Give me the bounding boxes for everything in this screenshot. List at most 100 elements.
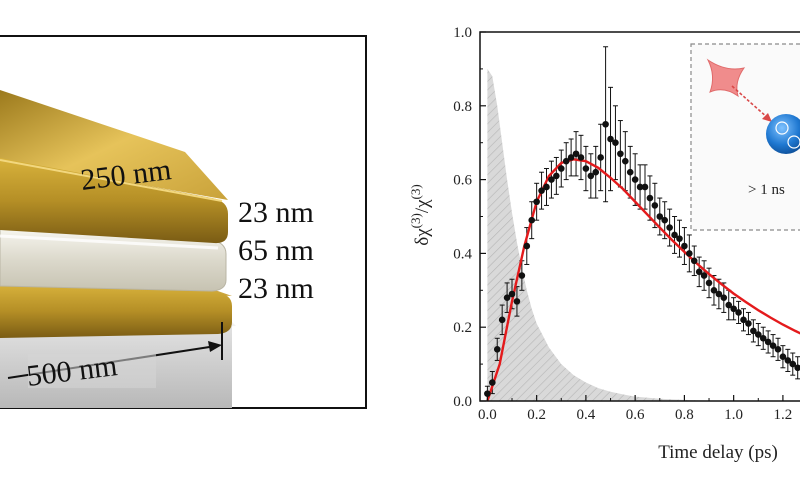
data-point (740, 316, 747, 324)
data-point (498, 316, 506, 324)
laser-pulse-icon (706, 58, 746, 98)
ticks: 0.0 0.2 0.4 0.6 0.8 1.0 1.2 0.0 0.2 0.4 0.6 0.8 1.0 (453, 25, 793, 423)
data-point (557, 165, 565, 172)
y-tick-label: 0.6 (453, 173, 472, 189)
data-point (651, 202, 659, 209)
data-point (577, 154, 585, 161)
data-point (646, 194, 654, 202)
data-point (503, 294, 511, 301)
data-point (518, 272, 526, 279)
data-point (690, 257, 698, 265)
data-point (553, 172, 560, 180)
width-arrow-head (208, 341, 222, 352)
data-point (631, 176, 639, 183)
data-point (671, 231, 678, 239)
data-point (794, 364, 800, 372)
x-tick-label: 1.0 (724, 407, 743, 423)
data-point (489, 379, 496, 386)
y-axis-label: δχ(3)/χ(3) (408, 184, 433, 245)
data-point (750, 327, 757, 335)
data-point (602, 120, 609, 128)
data-point (582, 165, 590, 172)
y-tick-label: 0.2 (453, 320, 472, 336)
width-label-bg (28, 354, 156, 388)
inset-panel: > 1 ns (690, 43, 800, 231)
x-axis-label: Time delay (ps) (658, 442, 778, 463)
y-tick-label: 0.8 (453, 99, 472, 115)
data-point (572, 150, 580, 158)
data-point (533, 198, 540, 206)
data-point (779, 353, 787, 361)
data-point (641, 183, 649, 191)
data-point (710, 287, 718, 294)
bottom-gold-layer (0, 284, 232, 338)
y-tick-label: 0.0 (453, 394, 472, 410)
data-point (562, 157, 570, 165)
x-tick-label: 0.4 (577, 407, 596, 423)
data-point (686, 250, 693, 257)
x-tick-label: 0.0 (478, 407, 497, 423)
data-point (528, 216, 536, 224)
data-point (567, 154, 575, 161)
transient-chart: > 1 ns 0.0 0.2 0.4 0.6 0.8 1.0 1.2 0.0 0.2 0.4 0.6… (408, 25, 800, 463)
data-point (612, 139, 619, 146)
label-dielectric: 65 nm (238, 234, 314, 267)
data-point (695, 268, 703, 276)
top-gold-layer (0, 158, 228, 244)
data-point (592, 168, 600, 176)
electron-orbit-a (775, 121, 789, 135)
data-point (730, 305, 737, 313)
data-point (523, 242, 531, 250)
data-point (538, 187, 545, 194)
data-point (774, 346, 782, 353)
data-point (597, 154, 604, 161)
data-point (676, 235, 683, 242)
y-axis-label-sup2: (3) (408, 184, 423, 199)
dielectric-highlight (0, 234, 219, 250)
data-point (715, 290, 723, 298)
x-tick-label: 0.8 (675, 407, 694, 423)
electron-orbit-b (787, 135, 800, 149)
data-point (587, 172, 595, 180)
data-point (607, 135, 614, 143)
x-tick-label: 1.2 (774, 407, 793, 423)
data-point (513, 298, 521, 305)
data-point (725, 301, 733, 309)
data-points (484, 120, 800, 397)
y-axis-label-slash: /χ (412, 199, 433, 213)
data-point (543, 183, 550, 191)
data-point (484, 390, 491, 397)
y-axis-label-main: δχ (412, 228, 433, 246)
data-point (656, 213, 664, 220)
data-point (508, 290, 516, 298)
data-point (759, 334, 767, 342)
data-point (493, 346, 501, 353)
y-axis-label-sup1: (3) (408, 213, 423, 228)
data-point (636, 183, 644, 191)
y-tick-label: 1.0 (453, 25, 472, 41)
pump-area-layer (487, 68, 734, 401)
data-point (764, 338, 772, 346)
data-point (735, 309, 742, 316)
x-tick-label: 0.6 (626, 407, 645, 423)
data-point (720, 294, 728, 301)
data-point (784, 357, 792, 364)
data-point (681, 242, 688, 250)
data-point (754, 331, 762, 338)
data-point (626, 168, 634, 176)
y-tick-label: 0.4 (453, 246, 472, 262)
data-point (661, 216, 669, 224)
top-gold-edge (0, 159, 223, 202)
data-point (705, 279, 713, 287)
top-gold-top (0, 90, 228, 200)
label-bottom-gold: 23 nm (238, 272, 314, 305)
pump-area (487, 68, 734, 401)
excitation-arrow (731, 85, 769, 119)
data-point (769, 342, 777, 349)
inset-label: > 1 ns (748, 182, 785, 198)
data-point (666, 224, 673, 231)
device-illustration: 250 nm 23 nm 65 nm 23 nm 500 nm (0, 35, 367, 409)
data-point (617, 150, 624, 158)
data-point (700, 272, 708, 279)
